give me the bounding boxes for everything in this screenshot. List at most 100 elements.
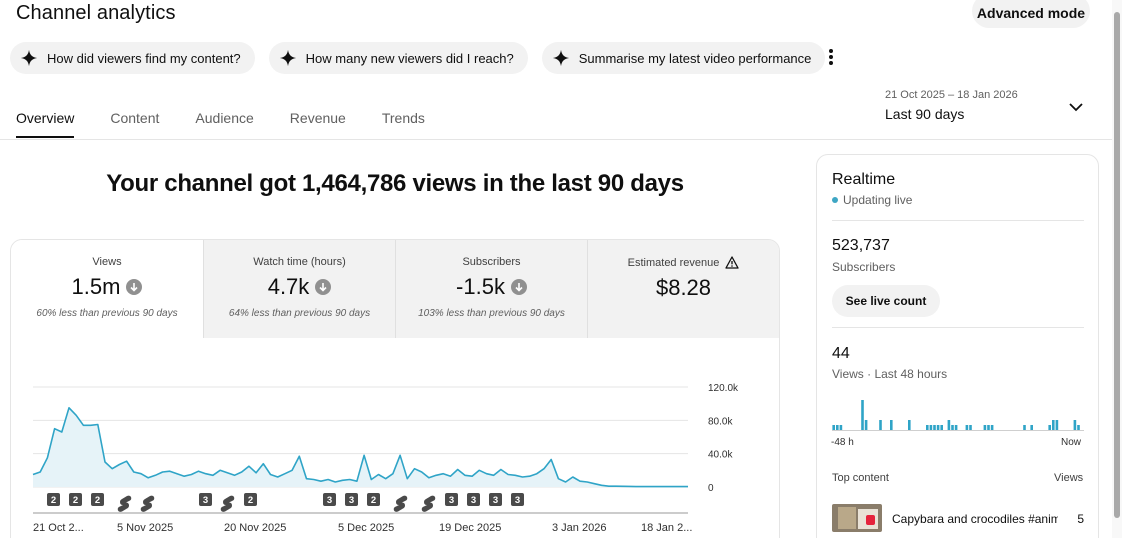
x-tick-label: 5 Nov 2025 [117, 522, 173, 534]
tab-overview[interactable]: Overview [16, 110, 75, 138]
warning-icon [725, 256, 740, 269]
chip-label: How many new viewers did I reach? [305, 50, 514, 66]
sparkle-icon [279, 49, 296, 67]
chip-label: Summarise my latest video performance [578, 50, 812, 66]
page-scrollbar[interactable] [1112, 0, 1122, 538]
upload-count-marker: 3 [467, 493, 480, 506]
chip-viewers-find-content[interactable]: How did viewers find my content? [10, 42, 255, 74]
top-content-row[interactable]: Capybara and crocodiles #animals #shorts… [832, 504, 1084, 534]
views-headline: Your channel got 1,464,786 views in the … [106, 170, 684, 197]
arrow-down-circle-icon [126, 279, 143, 295]
realtime-bar [965, 425, 969, 430]
views-chart: 0 40.0k 80.0k 120.0k 2 2 2 3 2 3 3 2 3 3 3 3 21 Oct 2...… [32, 383, 739, 534]
svg-text:2: 2 [51, 495, 56, 506]
metric-views[interactable]: Views 1.5m 60% less than previous 90 day… [11, 240, 203, 338]
chip-new-viewers[interactable]: How many new viewers did I reach? [268, 42, 528, 74]
realtime-card: Realtime Updating live 523,737 Subscribe… [816, 154, 1099, 538]
tab-revenue[interactable]: Revenue [289, 110, 346, 126]
realtime-views-value: 44 [832, 345, 850, 362]
sparkle-icon [552, 49, 569, 67]
realtime-bar [839, 425, 843, 430]
see-live-count-button[interactable]: See live count [832, 285, 940, 317]
tab-audience[interactable]: Audience [195, 110, 254, 126]
realtime-bar [990, 425, 994, 430]
metric-value: -1.5k [456, 274, 505, 299]
upload-count-marker: 2 [244, 493, 257, 506]
date-range-selector[interactable]: 21 Oct 2025 – 18 Jan 2026 Last 90 days [885, 89, 1018, 122]
suggestion-chips: How did viewers find my content? How man… [10, 42, 826, 74]
top-content-header: Top content [832, 472, 889, 484]
upload-count-marker: 2 [47, 493, 60, 506]
svg-text:2: 2 [73, 495, 78, 506]
y-tick-label: 80.0k [708, 416, 733, 427]
tab-content[interactable]: Content [110, 110, 160, 126]
tab-bar: Overview Content Audience Revenue Trends… [0, 74, 1112, 140]
video-thumbnail[interactable] [832, 504, 882, 532]
realtime-bar [908, 420, 911, 430]
tab-trends[interactable]: Trends [381, 110, 425, 126]
scrollbar-thumb[interactable] [1114, 12, 1120, 518]
svg-text:3: 3 [449, 495, 454, 506]
more-vert-icon[interactable] [824, 46, 838, 70]
shorts-marker [140, 495, 155, 512]
metric-subscribers[interactable]: Subscribers -1.5k 103% less than previou… [395, 240, 587, 338]
realtime-bar [890, 420, 893, 430]
x-tick-label: 20 Nov 2025 [224, 522, 286, 534]
metric-revenue[interactable]: Estimated revenue $8.28 [587, 240, 779, 338]
realtime-axis-end: Now [1061, 437, 1082, 448]
realtime-bar [969, 425, 972, 430]
chip-label: How did viewers find my content? [47, 50, 241, 66]
x-tick-label: 3 Jan 2026 [552, 522, 606, 534]
realtime-bar [832, 425, 835, 430]
realtime-bar [1073, 420, 1077, 430]
realtime-bar [864, 420, 868, 430]
realtime-bar [1023, 425, 1026, 430]
video-title[interactable]: Capybara and crocodiles #animals #shorts [892, 512, 1058, 526]
video-views: 5 [1077, 512, 1084, 526]
metric-label: Estimated revenue [627, 256, 720, 269]
realtime-status: Updating live [832, 193, 912, 207]
metric-label: Subscribers [462, 256, 521, 268]
metric-label: Views [92, 256, 122, 268]
realtime-bar [861, 400, 864, 430]
series-line [32, 407, 688, 488]
realtime-views-label: Views · Last 48 hours [832, 367, 948, 381]
realtime-bar [947, 420, 951, 430]
realtime-bar [933, 425, 936, 430]
chip-summarise-performance[interactable]: Summarise my latest video performance [541, 42, 826, 74]
realtime-bar [983, 425, 987, 430]
overview-card: Views 1.5m 60% less than previous 90 day… [10, 239, 780, 538]
upload-count-marker: 3 [323, 493, 336, 506]
upload-count-marker: 2 [91, 493, 104, 506]
shorts-marker [393, 495, 408, 512]
realtime-bar [1030, 425, 1033, 430]
svg-text:2: 2 [248, 495, 253, 506]
svg-text:3: 3 [471, 495, 476, 506]
realtime-bar [987, 425, 990, 430]
realtime-bar [954, 425, 958, 430]
x-tick-label: 18 Jan 2... [641, 522, 692, 534]
x-tick-label: 5 Dec 2025 [338, 522, 394, 534]
realtime-bar-chart [832, 400, 1084, 431]
page-title: Channel analytics [16, 2, 176, 24]
upload-count-marker: 3 [445, 493, 458, 506]
realtime-bar [940, 425, 943, 430]
date-range-dates: 21 Oct 2025 – 18 Jan 2026 [885, 89, 1018, 101]
realtime-bar [951, 425, 954, 430]
realtime-subscribers-value: 523,737 [832, 237, 890, 254]
realtime-bar [926, 425, 929, 430]
svg-text:3: 3 [327, 495, 332, 506]
metric-watch-time[interactable]: Watch time (hours) 4.7k 64% less than pr… [203, 240, 395, 338]
upload-count-marker: 2 [69, 493, 82, 506]
realtime-bar [1077, 425, 1080, 430]
series-area [33, 407, 688, 487]
upload-count-marker: 3 [511, 493, 524, 506]
x-tick-label: 19 Dec 2025 [439, 522, 501, 534]
upload-count-marker: 2 [367, 493, 380, 506]
shorts-marker [421, 495, 436, 512]
svg-text:2: 2 [371, 495, 376, 506]
chevron-down-icon[interactable] [1068, 101, 1084, 113]
metric-value: 4.7k [267, 274, 310, 299]
advanced-mode-button[interactable]: Advanced mode [972, 0, 1090, 28]
live-dot-icon [832, 197, 838, 203]
